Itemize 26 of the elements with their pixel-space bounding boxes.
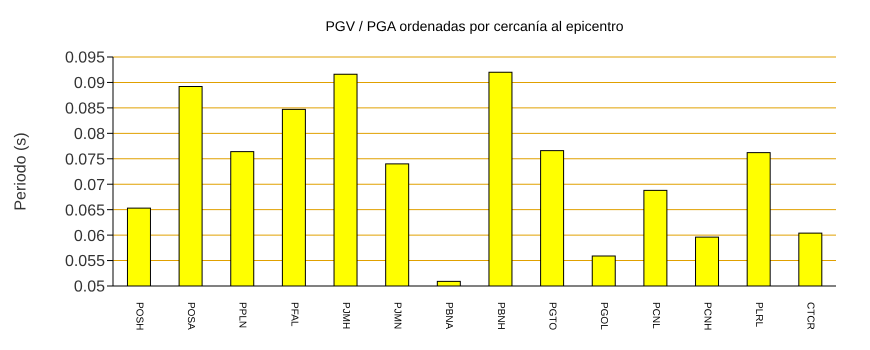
x-tick-label: POSA [184, 302, 196, 330]
x-tick-label: PJMH [340, 302, 351, 330]
y-axis-title: Periodo (s) [12, 132, 30, 211]
y-tick-label: 0.09 [74, 75, 106, 92]
x-tick-label: PLRL [753, 302, 764, 328]
x-tick-label: PCNH [701, 302, 712, 330]
y-tick-label: 0.085 [64, 100, 106, 118]
y-tick-label: 0.075 [64, 151, 106, 168]
y-tick-label: 0.05 [74, 278, 106, 296]
chart-title: PGV / PGA ordenadas por cercanía al epicentro [324, 18, 625, 34]
x-tick-label: PGTO [546, 302, 558, 330]
x-tick-label: PGOL [598, 302, 610, 330]
x-tick-label: PBNA [443, 302, 454, 330]
x-tick-label: PCNL [650, 302, 661, 330]
x-tick-label: CTCR [804, 302, 816, 330]
x-tick-label: POSH [133, 302, 144, 330]
y-tick-label: 0.08 [74, 126, 106, 144]
x-tick-label: PBNH [494, 302, 506, 330]
y-tick-label: 0.06 [74, 228, 106, 245]
y-tick-label: 0.055 [64, 253, 106, 270]
y-tick-label: 0.065 [64, 202, 106, 220]
x-tick-label: PPLN [236, 302, 248, 328]
x-tick-label: PJMN [392, 302, 403, 330]
x-tick-label: PFAL [288, 302, 300, 327]
y-tick-label: 0.095 [64, 50, 106, 67]
y-tick-label: 0.07 [74, 176, 106, 194]
